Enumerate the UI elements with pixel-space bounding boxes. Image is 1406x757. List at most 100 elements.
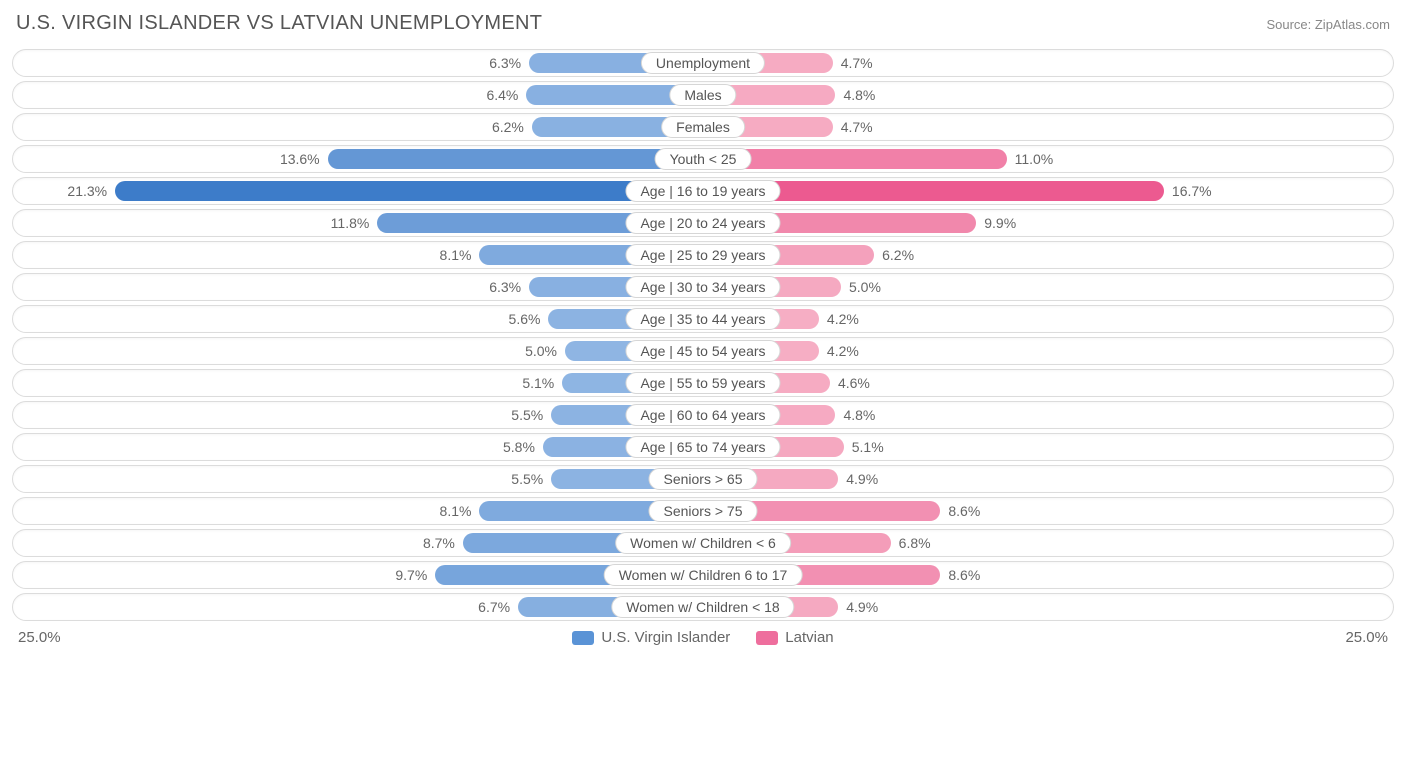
- row-label: Women w/ Children < 18: [611, 596, 794, 618]
- left-value: 5.6%: [501, 311, 549, 327]
- right-half: 4.7%: [703, 116, 1393, 138]
- left-half: 13.6%: [13, 148, 703, 170]
- row-track: 13.6% 11.0% Youth < 25: [12, 145, 1394, 173]
- right-value: 5.0%: [841, 279, 889, 295]
- right-half: 4.2%: [703, 308, 1393, 330]
- chart-row: 21.3% 16.7% Age | 16 to 19 years: [12, 177, 1394, 205]
- left-value: 9.7%: [387, 567, 435, 583]
- left-half: 8.7%: [13, 532, 703, 554]
- row-track: 5.1% 4.6% Age | 55 to 59 years: [12, 369, 1394, 397]
- right-half: 11.0%: [703, 148, 1393, 170]
- chart-row: 6.4% 4.8% Males: [12, 81, 1394, 109]
- row-label: Age | 55 to 59 years: [625, 372, 780, 394]
- chart-row: 5.6% 4.2% Age | 35 to 44 years: [12, 305, 1394, 333]
- chart-row: 8.1% 8.6% Seniors > 75: [12, 497, 1394, 525]
- chart-row: 6.7% 4.9% Women w/ Children < 18: [12, 593, 1394, 621]
- row-track: 5.6% 4.2% Age | 35 to 44 years: [12, 305, 1394, 333]
- row-label: Age | 65 to 74 years: [625, 436, 780, 458]
- chart-row: 5.5% 4.8% Age | 60 to 64 years: [12, 401, 1394, 429]
- right-half: 9.9%: [703, 212, 1393, 234]
- left-half: 5.6%: [13, 308, 703, 330]
- chart-row: 11.8% 9.9% Age | 20 to 24 years: [12, 209, 1394, 237]
- right-half: 5.0%: [703, 276, 1393, 298]
- right-half: 4.8%: [703, 404, 1393, 426]
- row-track: 8.1% 6.2% Age | 25 to 29 years: [12, 241, 1394, 269]
- axis-max-right: 25.0%: [1345, 629, 1388, 646]
- right-half: 4.9%: [703, 468, 1393, 490]
- left-half: 9.7%: [13, 564, 703, 586]
- left-half: 21.3%: [13, 180, 703, 202]
- row-label: Women w/ Children < 6: [615, 532, 791, 554]
- right-value: 6.8%: [891, 535, 939, 551]
- chart-row: 5.1% 4.6% Age | 55 to 59 years: [12, 369, 1394, 397]
- right-value: 4.8%: [835, 407, 883, 423]
- chart-row: 9.7% 8.6% Women w/ Children 6 to 17: [12, 561, 1394, 589]
- left-bar: [115, 181, 703, 201]
- left-value: 6.3%: [481, 55, 529, 71]
- legend-item-left: U.S. Virgin Islander: [572, 629, 730, 646]
- row-track: 6.3% 5.0% Age | 30 to 34 years: [12, 273, 1394, 301]
- left-value: 13.6%: [272, 151, 328, 167]
- row-label: Age | 20 to 24 years: [625, 212, 780, 234]
- left-value: 6.3%: [481, 279, 529, 295]
- left-half: 11.8%: [13, 212, 703, 234]
- left-half: 5.8%: [13, 436, 703, 458]
- right-value: 4.2%: [819, 343, 867, 359]
- row-track: 11.8% 9.9% Age | 20 to 24 years: [12, 209, 1394, 237]
- right-half: 4.7%: [703, 52, 1393, 74]
- legend-label-left: U.S. Virgin Islander: [601, 629, 730, 646]
- right-value: 4.8%: [835, 87, 883, 103]
- right-value: 16.7%: [1164, 183, 1220, 199]
- chart-row: 6.3% 5.0% Age | 30 to 34 years: [12, 273, 1394, 301]
- row-track: 5.8% 5.1% Age | 65 to 74 years: [12, 433, 1394, 461]
- row-track: 9.7% 8.6% Women w/ Children 6 to 17: [12, 561, 1394, 589]
- row-track: 6.3% 4.7% Unemployment: [12, 49, 1394, 77]
- right-half: 8.6%: [703, 564, 1393, 586]
- left-value: 11.8%: [323, 215, 378, 231]
- row-track: 6.7% 4.9% Women w/ Children < 18: [12, 593, 1394, 621]
- row-label: Seniors > 75: [649, 500, 758, 522]
- left-value: 21.3%: [59, 183, 115, 199]
- left-half: 6.3%: [13, 52, 703, 74]
- row-label: Females: [661, 116, 745, 138]
- row-label: Age | 60 to 64 years: [625, 404, 780, 426]
- right-value: 4.9%: [838, 471, 886, 487]
- left-value: 5.1%: [514, 375, 562, 391]
- right-half: 5.1%: [703, 436, 1393, 458]
- left-bar: [328, 149, 703, 169]
- left-value: 6.7%: [470, 599, 518, 615]
- right-value: 5.1%: [844, 439, 892, 455]
- axis-max-left: 25.0%: [18, 629, 61, 646]
- row-track: 6.2% 4.7% Females: [12, 113, 1394, 141]
- left-value: 5.8%: [495, 439, 543, 455]
- left-half: 6.7%: [13, 596, 703, 618]
- row-track: 21.3% 16.7% Age | 16 to 19 years: [12, 177, 1394, 205]
- legend-item-right: Latvian: [756, 629, 833, 646]
- left-half: 6.2%: [13, 116, 703, 138]
- chart-row: 5.0% 4.2% Age | 45 to 54 years: [12, 337, 1394, 365]
- row-label: Unemployment: [641, 52, 765, 74]
- left-value: 5.5%: [503, 471, 551, 487]
- left-value: 5.0%: [517, 343, 565, 359]
- right-value: 4.6%: [830, 375, 878, 391]
- chart-row: 5.8% 5.1% Age | 65 to 74 years: [12, 433, 1394, 461]
- right-half: 16.7%: [703, 180, 1393, 202]
- chart-row: 8.1% 6.2% Age | 25 to 29 years: [12, 241, 1394, 269]
- chart-row: 8.7% 6.8% Women w/ Children < 6: [12, 529, 1394, 557]
- chart-title: U.S. VIRGIN ISLANDER VS LATVIAN UNEMPLOY…: [16, 12, 542, 35]
- chart-row: 5.5% 4.9% Seniors > 65: [12, 465, 1394, 493]
- right-half: 4.8%: [703, 84, 1393, 106]
- right-value: 4.7%: [833, 55, 881, 71]
- row-track: 8.1% 8.6% Seniors > 75: [12, 497, 1394, 525]
- right-half: 4.9%: [703, 596, 1393, 618]
- right-half: 4.2%: [703, 340, 1393, 362]
- right-half: 4.6%: [703, 372, 1393, 394]
- legend-swatch-right: [756, 631, 778, 645]
- right-value: 11.0%: [1007, 151, 1062, 167]
- row-label: Age | 45 to 54 years: [625, 340, 780, 362]
- right-half: 8.6%: [703, 500, 1393, 522]
- left-half: 5.0%: [13, 340, 703, 362]
- right-value: 8.6%: [940, 567, 988, 583]
- left-value: 8.7%: [415, 535, 463, 551]
- row-track: 5.5% 4.9% Seniors > 65: [12, 465, 1394, 493]
